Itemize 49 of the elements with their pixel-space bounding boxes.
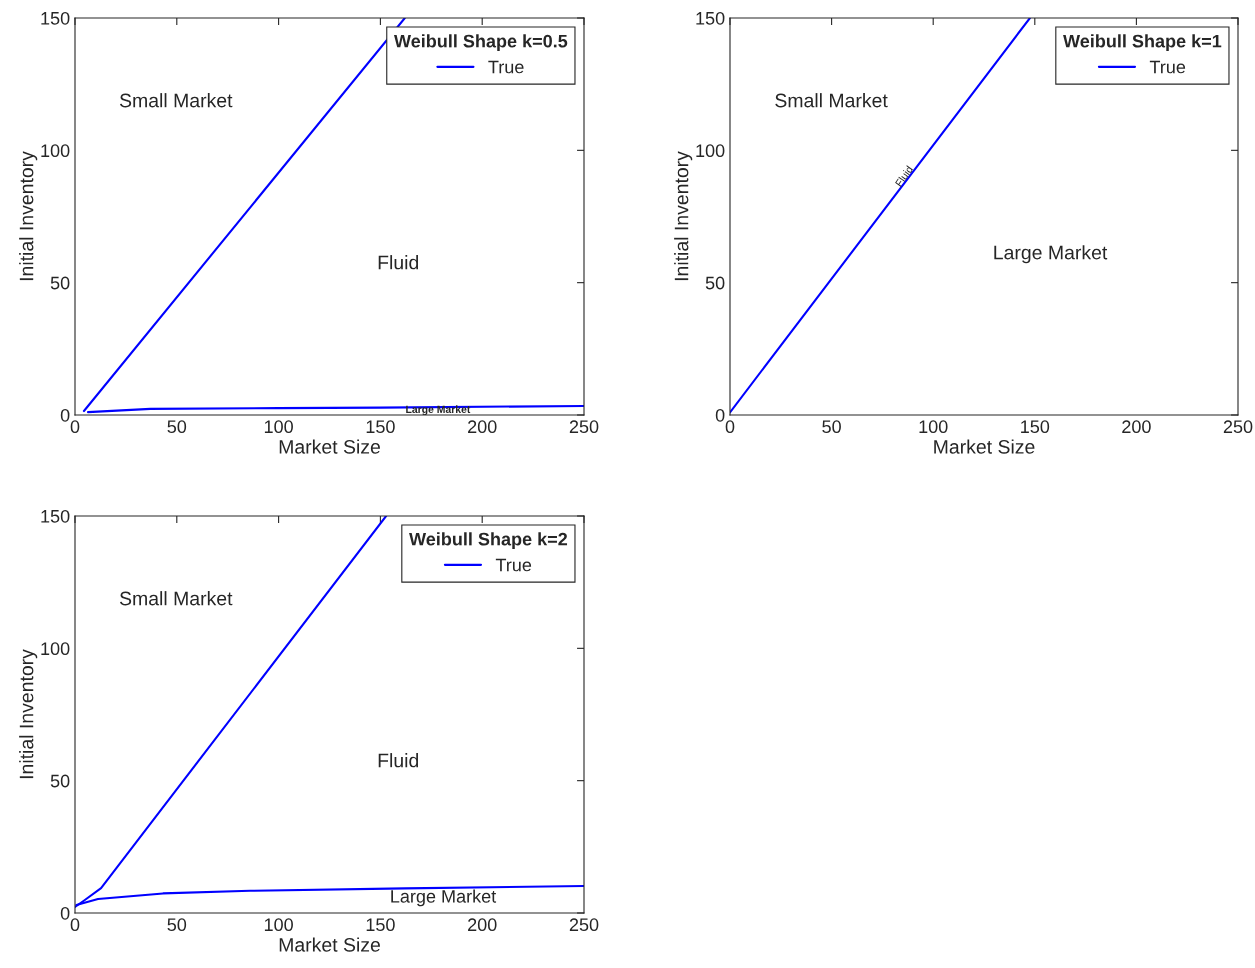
x-tick-label: 0 (70, 420, 80, 434)
y-axis-title: Initial Inventory (19, 151, 38, 281)
y-tick-label: 150 (41, 11, 70, 25)
y-tick-label: 50 (50, 276, 70, 290)
y-tick-label: 150 (696, 11, 725, 25)
legend-label: True (495, 558, 532, 572)
y-tick-label: 0 (60, 906, 70, 920)
y-tick-label: 100 (696, 144, 725, 158)
annotation: Small Market (119, 591, 233, 606)
annotation: Large Market (391, 889, 497, 907)
x-tick-label: 50 (167, 420, 187, 434)
x-axis-title: Market Size (279, 937, 380, 952)
x-tick-label: 200 (468, 918, 497, 932)
legend-title: Weibull Shape k=1 (1063, 34, 1222, 52)
y-tick-label: 150 (41, 509, 70, 523)
x-tick-label: 200 (468, 420, 497, 434)
x-tick-label: 150 (366, 918, 395, 932)
x-tick-label: 0 (70, 918, 80, 932)
legend-title: Weibull Shape k=0.5 (394, 34, 568, 52)
x-tick-label: 250 (1223, 420, 1253, 434)
annotation: Fluid (378, 753, 419, 768)
x-tick-label: 250 (569, 918, 599, 932)
annotation: Large Market (994, 245, 1108, 264)
legend-title: Weibull Shape k=2 (409, 532, 568, 550)
y-tick-label: 50 (50, 774, 70, 788)
y-tick-label: 0 (60, 408, 70, 422)
x-tick-label: 50 (167, 918, 187, 932)
x-tick-label: 150 (1021, 420, 1050, 434)
y-axis-title: Initial Inventory (19, 649, 38, 779)
x-tick-label: 200 (1122, 420, 1151, 434)
legend-label: True (488, 60, 524, 74)
x-axis-title: Market Size (934, 439, 1035, 454)
annotation: Fluid (378, 255, 419, 270)
x-tick-label: 250 (569, 420, 599, 434)
y-tick-label: 100 (41, 642, 70, 656)
x-tick-label: 100 (919, 420, 948, 434)
y-axis-title: Initial Inventory (674, 151, 693, 281)
x-tick-label: 0 (725, 420, 735, 434)
annotation: Small Market (775, 93, 888, 108)
x-tick-label: 150 (366, 420, 395, 434)
y-tick-label: 100 (41, 144, 70, 158)
x-axis-title: Market Size (279, 439, 380, 454)
legend-label: True (1149, 60, 1186, 74)
x-tick-label: 100 (264, 420, 293, 434)
annotation: Small Market (119, 93, 233, 108)
y-tick-label: 0 (715, 408, 725, 422)
x-tick-label: 100 (264, 918, 293, 932)
y-tick-label: 50 (705, 276, 725, 290)
x-tick-label: 50 (822, 420, 841, 434)
